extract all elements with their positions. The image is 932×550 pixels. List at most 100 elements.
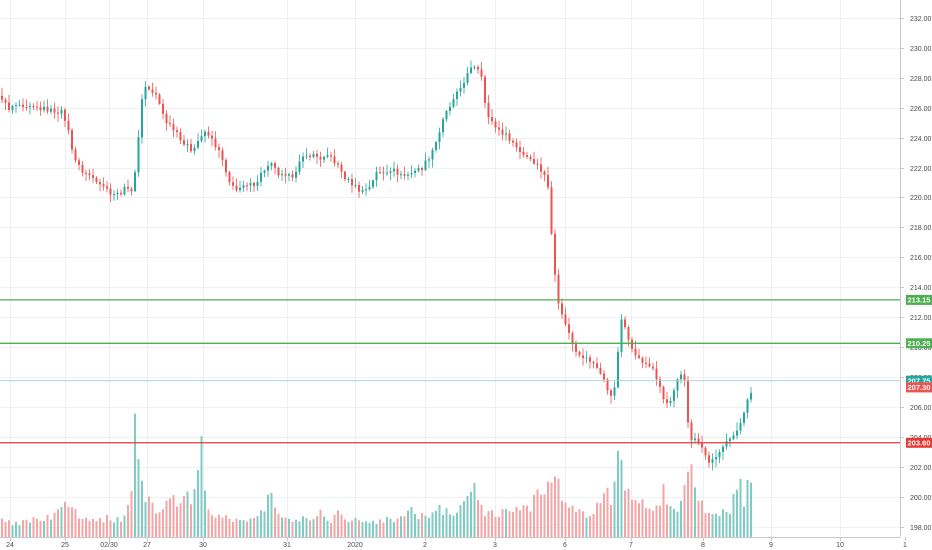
volume-bar (568, 507, 570, 537)
candle-body (561, 303, 563, 315)
candle-body (298, 161, 301, 172)
volume-bar (428, 517, 430, 537)
volume-bar (295, 519, 297, 537)
volume-bar (690, 464, 693, 537)
volume-bar (645, 508, 647, 537)
volume-bar (106, 514, 108, 537)
candle-body (365, 189, 367, 191)
candle-body (81, 164, 84, 173)
candle-body (144, 86, 147, 100)
candle-body (302, 156, 304, 162)
candle-body (225, 160, 227, 173)
candle-body (655, 368, 658, 380)
candle-body (368, 186, 371, 190)
candle-body (113, 194, 115, 196)
candle-body (386, 172, 388, 174)
time-axis[interactable]: 24 25 02/30 27 30 31 2020 2 3 6 7 8 9 10 1 (6, 537, 907, 549)
volume-bar (379, 519, 381, 537)
volume-bar (655, 505, 658, 537)
candle-body (123, 186, 126, 195)
horizontal-line-price-label-background (906, 437, 932, 448)
candle-body (270, 163, 273, 166)
candle-body (176, 130, 178, 133)
candle-body (274, 163, 276, 168)
candle-body (162, 103, 164, 114)
candle-body (491, 117, 493, 122)
horizontal-line-price-label: 210.25 (908, 339, 931, 348)
candle-body (529, 156, 532, 160)
volume-bar (263, 511, 266, 537)
candle-body (186, 144, 189, 146)
candle-body (312, 153, 315, 158)
price-tick-label: 218.00 (910, 225, 932, 232)
candle-body (127, 186, 129, 189)
candle-body (295, 171, 297, 178)
volume-bar (666, 504, 668, 537)
candle-body (106, 186, 108, 189)
price-tick-label: 220.00 (910, 195, 932, 202)
volume-bar (225, 515, 227, 537)
volume-bar (533, 495, 535, 537)
candle-body (95, 177, 98, 183)
candle-body (645, 362, 647, 364)
volume-bar (25, 519, 28, 537)
volume-bar (116, 517, 119, 537)
time-tick-label: 10 (836, 542, 844, 549)
candle-body (137, 137, 140, 173)
volume-bar (508, 511, 511, 537)
candle-body (389, 171, 392, 173)
volume-bar (582, 511, 584, 537)
prev-price-label: 207.30 (908, 383, 931, 392)
volume-bar (519, 510, 521, 537)
candlesticks (1, 60, 752, 471)
candle-body (239, 187, 241, 191)
candle-body (722, 446, 724, 452)
candle-body (361, 190, 364, 192)
candle-body (508, 133, 511, 141)
volume-bar (361, 522, 364, 537)
volume-bar (477, 499, 479, 537)
volume-bar (389, 518, 392, 537)
candle-body (676, 379, 679, 391)
volume-bar (134, 413, 136, 537)
volume-bar (393, 522, 395, 537)
candle-body (547, 175, 549, 188)
volume-bar (64, 501, 66, 537)
candle-body (396, 168, 399, 175)
volume-bar (431, 512, 434, 537)
candle-body (456, 91, 458, 100)
candle-body (582, 355, 584, 359)
candle-body (659, 379, 661, 387)
volume-bar (421, 513, 423, 537)
candle-body (414, 170, 416, 174)
candle-body (228, 172, 231, 183)
candle-body (309, 155, 311, 158)
candle-body (22, 104, 24, 108)
candle-body (701, 443, 703, 448)
candle-body (4, 99, 7, 103)
candle-body (417, 167, 420, 171)
volume-bar (249, 518, 252, 537)
time-tick-label: 02/30 (100, 542, 118, 549)
volume-bar (396, 518, 399, 537)
volume-bar (725, 511, 728, 537)
candle-body (67, 120, 70, 131)
candle-body (428, 159, 430, 161)
volume-bar (137, 459, 140, 537)
time-tick-label: 3 (493, 542, 497, 549)
volume-bar (417, 519, 420, 537)
volume-bar (739, 478, 742, 537)
candle-body (277, 167, 280, 176)
candle-body (641, 357, 644, 363)
volume-bar (512, 512, 514, 537)
volume-bar (487, 511, 490, 537)
volume-bar (596, 502, 598, 537)
candle-body (358, 185, 360, 192)
time-tick-label: 9 (769, 542, 773, 549)
candle-body (442, 119, 444, 133)
candle-body (218, 147, 220, 151)
volume-bar (148, 496, 150, 537)
horizontal-lines[interactable] (0, 299, 900, 444)
volume-bar (169, 498, 171, 537)
